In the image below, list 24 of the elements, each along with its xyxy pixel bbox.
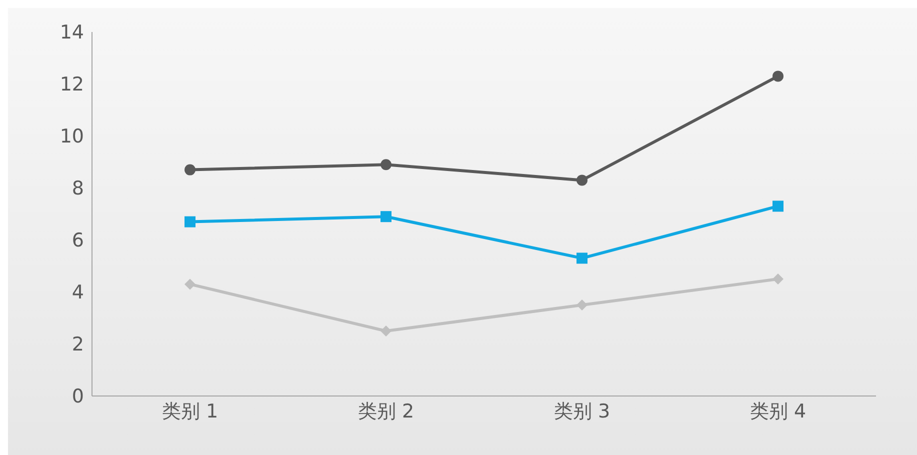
point	[772, 274, 784, 284]
x-tick-label: 类别 3	[554, 400, 610, 422]
y-tick-label: 8	[72, 178, 84, 200]
y-tick-label: 2	[72, 334, 84, 356]
point	[576, 174, 588, 186]
point	[576, 300, 588, 310]
y-tick-label: 12	[60, 74, 84, 96]
y-tick-label: 6	[72, 230, 84, 252]
x-tick-label: 类别 2	[358, 400, 414, 422]
point	[380, 211, 392, 222]
point	[184, 278, 196, 290]
y-tick-label: 4	[72, 282, 84, 304]
point	[184, 216, 196, 228]
x-tick-label: 类别 1	[162, 400, 218, 422]
y-tick-label: 0	[72, 386, 84, 408]
x-tick-label: 类别 4	[750, 400, 806, 422]
point	[380, 159, 392, 170]
point	[184, 164, 196, 176]
point	[772, 200, 784, 212]
y-tick-label: 14	[60, 22, 84, 44]
y-tick-label: 10	[60, 126, 84, 148]
point	[772, 70, 784, 82]
point	[576, 252, 588, 264]
point	[380, 326, 392, 336]
